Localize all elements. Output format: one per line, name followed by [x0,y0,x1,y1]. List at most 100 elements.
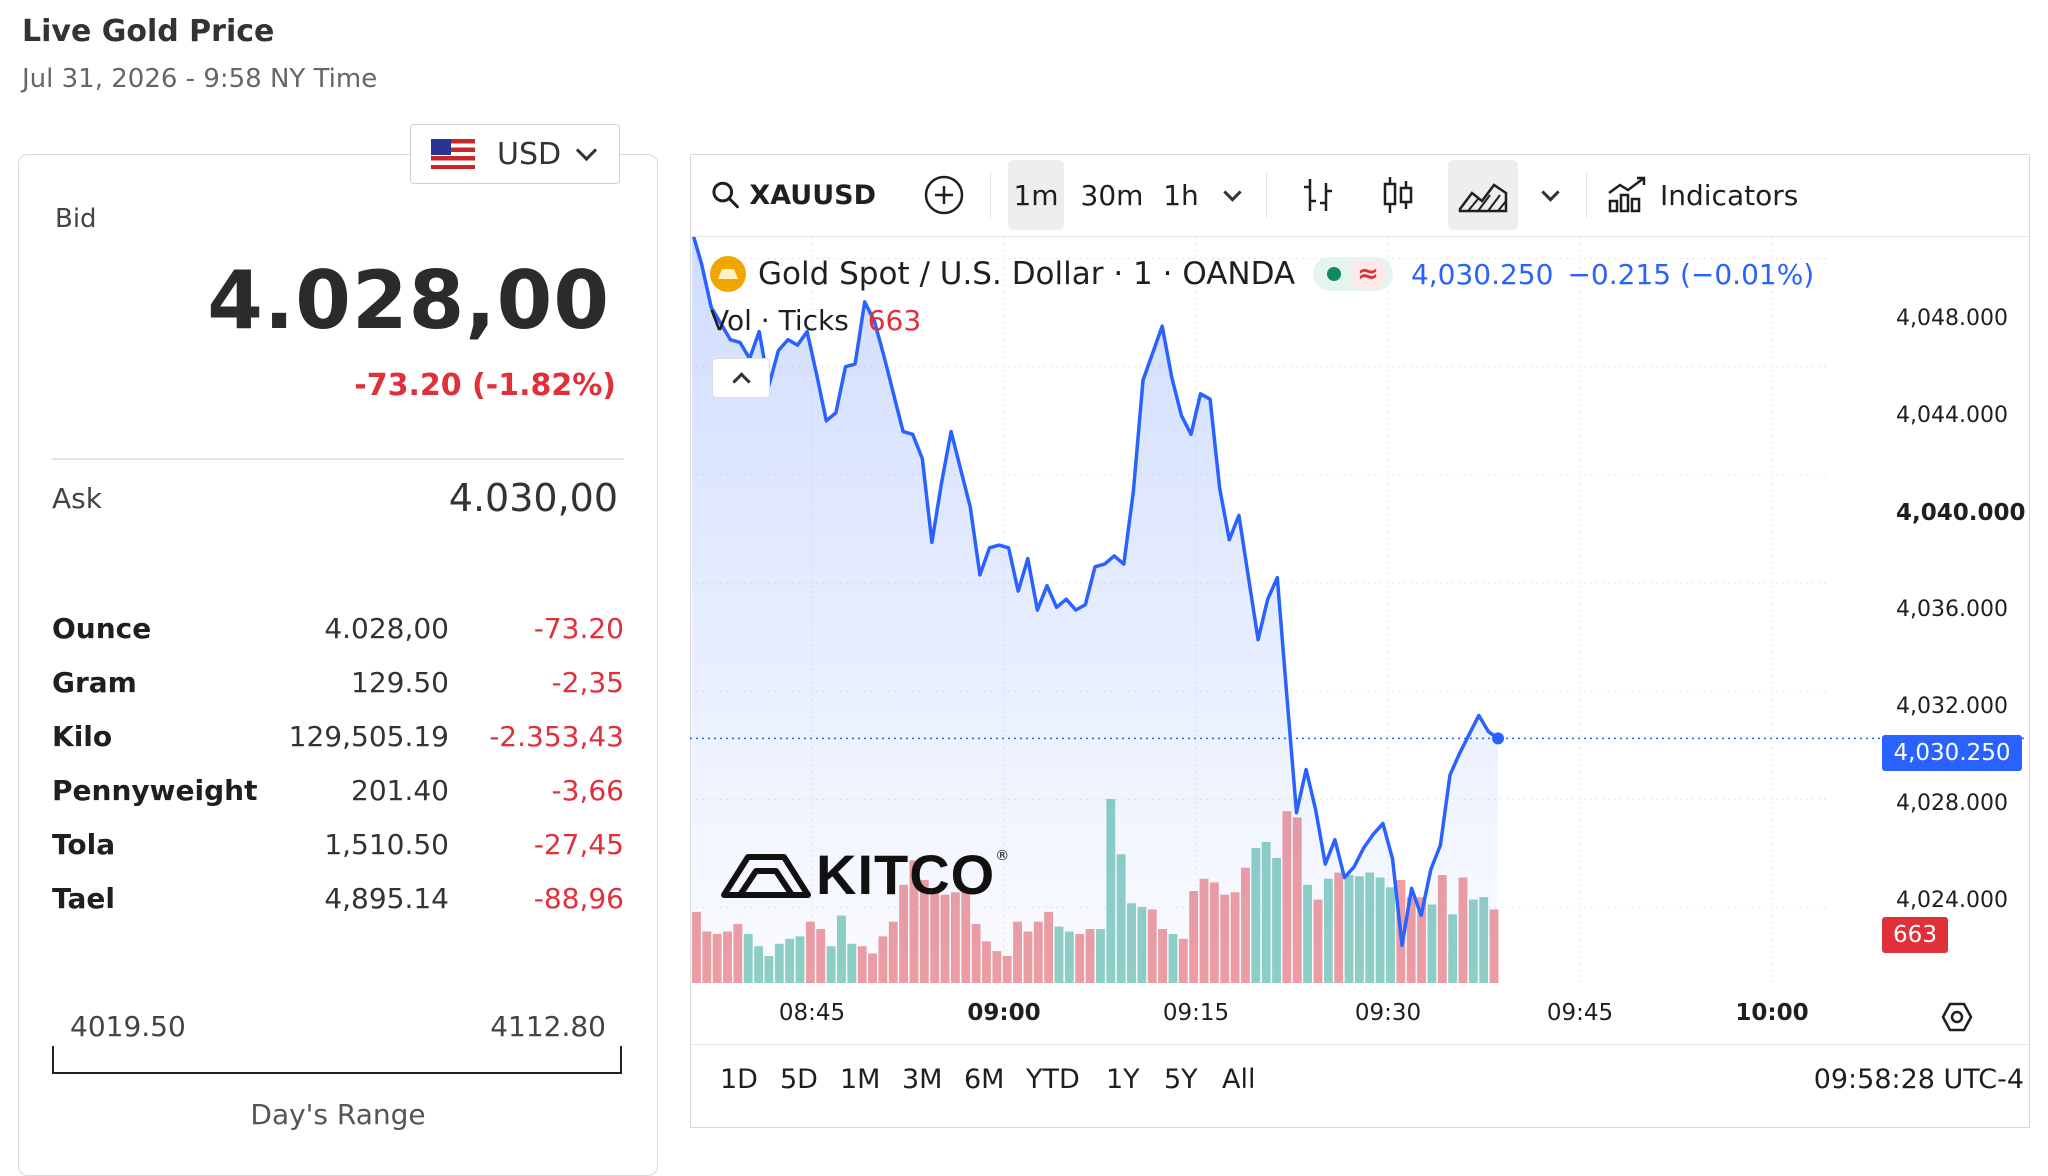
volume-legend-value: 663 [867,304,922,337]
y-tick-label: 4,032.000 [1896,694,2008,719]
area-chart-type-button[interactable] [1448,160,1518,230]
chart-toolbar [690,154,2028,237]
kitco-mark-icon [721,853,811,898]
market-status[interactable]: ≈ [1313,257,1393,291]
legend-price: 4,030.250 [1410,257,1554,291]
interval-1h[interactable]: 1h [1163,178,1199,212]
timestamp: Jul 31, 2026 - 9:58 NY Time [22,64,378,94]
bar-chart-type-button[interactable] [1290,160,1346,230]
unit-change: -88,96 [533,882,624,915]
unit-price: 129,505.19 [288,720,449,753]
unit-name: Kilo [52,720,113,753]
last-volume-tag: 663 [1882,917,1948,953]
unit-name: Tael [52,882,115,915]
indicators-icon [1608,176,1646,213]
unit-row-ounce: Ounce 4.028,00 -73.20 [52,612,624,658]
x-tick-label: 09:15 [1162,1000,1230,1026]
indicators-label: Indicators [1660,178,1799,212]
delayed-data-icon: ≈ [1351,259,1385,289]
chevron-down-icon [1222,182,1242,202]
currency-select[interactable]: USD [410,124,620,184]
unit-row-tael: Tael 4,895.14 -88,96 [52,882,624,928]
chart-clock: 09:58:28 UTC-4 [1813,1064,2024,1095]
market-open-dot-icon [1327,267,1342,281]
price-card [18,154,658,1176]
range-1y[interactable]: 1Y [1106,1064,1140,1095]
ohlc-bars-icon [1304,179,1332,211]
range-1m[interactable]: 1M [840,1064,881,1095]
chart-type-dropdown[interactable] [1532,160,1568,230]
unit-row-kilo: Kilo 129,505.19 -2.353,43 [52,720,624,766]
settings-icon[interactable] [1940,1000,1974,1034]
range-5d[interactable]: 5D [780,1064,818,1095]
kitco-logo: KITCO ® [720,842,1009,907]
legend-change: −0.215 (−0.01%) [1567,257,1815,291]
x-tick-label: 08:45 [778,1000,846,1026]
currency-label: USD [497,136,562,172]
unit-row-tola: Tola 1,510.50 -27,45 [52,828,624,874]
volume-legend: Vol · Ticks 663 [710,304,921,337]
unit-price: 201.40 [351,774,449,807]
unit-change: -3,66 [551,774,624,807]
divider [690,1044,2028,1045]
chevron-down-icon [1540,182,1560,202]
unit-name: Pennyweight [52,774,258,807]
symbol-search[interactable]: XAUUSD [706,160,876,230]
y-tick-label: 4,040.000 [1896,500,2026,526]
legend-title: Gold Spot / U.S. Dollar · 1 · OANDA [758,256,1296,292]
chevron-down-icon [576,139,598,161]
range-all[interactable]: All [1222,1064,1256,1095]
ask-price: 4.030,00 [448,476,618,520]
last-price-dot [1492,732,1504,745]
chevron-up-icon [731,371,751,391]
y-tick-label: 4,048.000 [1896,306,2008,331]
interval-1m[interactable]: 1m [1008,160,1064,230]
collapse-legend-button[interactable] [712,358,770,398]
area-chart-icon [1458,183,1508,213]
range-1d[interactable]: 1D [720,1064,758,1095]
unit-change: -27,45 [533,828,624,861]
range-5y[interactable]: 5Y [1164,1064,1198,1095]
plus-circle-icon [924,175,964,215]
unit-change: -2,35 [551,666,624,699]
y-tick-label: 4,024.000 [1896,888,2008,913]
days-range-high: 4112.80 [490,1010,606,1043]
x-tick-label: 10:00 [1735,1000,1809,1026]
price-chart[interactable] [690,237,2026,1043]
days-range-low: 4019.50 [70,1010,186,1043]
unit-price: 1,510.50 [324,828,449,861]
registered-mark: ® [995,848,1010,864]
y-tick-label: 4,044.000 [1896,403,2008,428]
page-title: Live Gold Price [22,14,275,49]
last-price-tag: 4,030.250 [1882,735,2022,771]
gold-bar-icon [710,256,746,292]
candle-chart-type-button[interactable] [1370,160,1426,230]
range-ytd[interactable]: YTD [1026,1064,1080,1095]
bid-change: -73.20 (-1.82%) [354,368,616,403]
symbol-label: XAUUSD [749,179,876,211]
unit-change: -73.20 [533,612,624,645]
interval-30m[interactable]: 30m [1080,178,1144,212]
x-tick-label: 09:30 [1354,1000,1422,1026]
unit-change: -2.353,43 [489,720,624,753]
days-range-bar [52,1046,622,1074]
divider [52,458,624,460]
range-6m[interactable]: 6M [964,1064,1005,1095]
unit-price: 4,895.14 [324,882,449,915]
unit-name: Tola [52,828,116,861]
bid-price: 4.028,00 [207,254,610,347]
unit-name: Ounce [52,612,152,645]
unit-price: 129.50 [351,666,449,699]
range-3m[interactable]: 3M [902,1064,943,1095]
interval-dropdown[interactable] [1214,160,1250,230]
kitco-wordmark: KITCO [816,843,996,906]
volume-legend-label: Vol · Ticks [710,304,849,337]
x-tick-label: 09:00 [967,1000,1041,1026]
days-range-caption: Day's Range [250,1098,426,1131]
indicators-button[interactable]: Indicators [1606,160,1826,230]
price-area [692,237,1498,983]
bid-label: Bid [55,204,97,234]
y-tick-label: 4,028.000 [1896,791,2008,816]
unit-name: Gram [52,666,137,699]
compare-button[interactable] [918,160,970,230]
